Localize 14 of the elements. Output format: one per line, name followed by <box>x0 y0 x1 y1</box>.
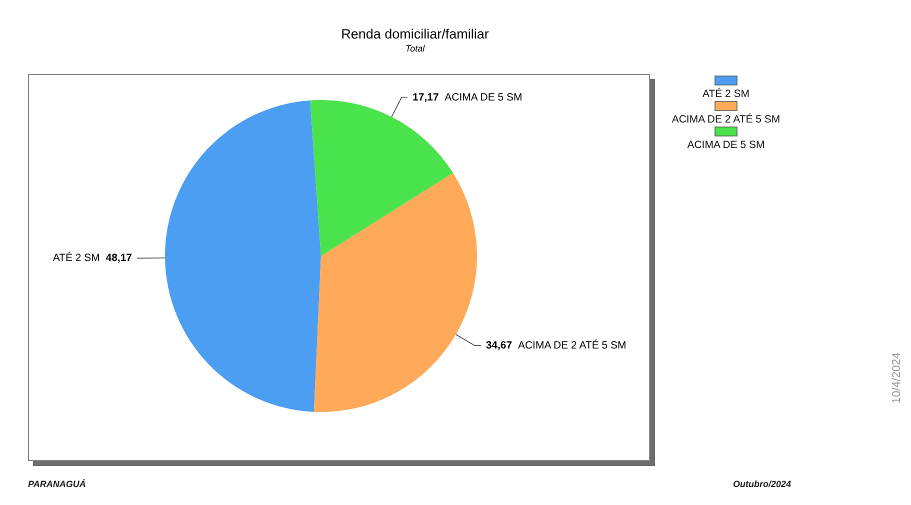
legend-label: ACIMA DE 5 SM <box>687 139 765 151</box>
legend-label: ACIMA DE 2 ATÉ 5 SM <box>672 112 780 126</box>
text: PARANAGUÁ <box>28 479 86 489</box>
data-label: 17,17 <box>412 91 439 104</box>
chart-subtitle: Total <box>405 44 426 54</box>
data-label: 48,17 <box>106 252 132 264</box>
slice-label: ACIMA DE 5 SM <box>444 91 522 104</box>
chart-title: Renda domiciliar/familiar <box>341 26 490 42</box>
slice-label: ACIMA DE 2 ATÉ 5 SM <box>518 338 626 352</box>
legend-label: ATÉ 2 SM <box>702 87 750 100</box>
slice-label: ATÉ 2 SM <box>52 251 100 264</box>
text: 10/4/2024 <box>891 352 903 404</box>
text: Outubro/2024 <box>733 479 792 489</box>
data-label: 34,67 <box>486 340 512 352</box>
